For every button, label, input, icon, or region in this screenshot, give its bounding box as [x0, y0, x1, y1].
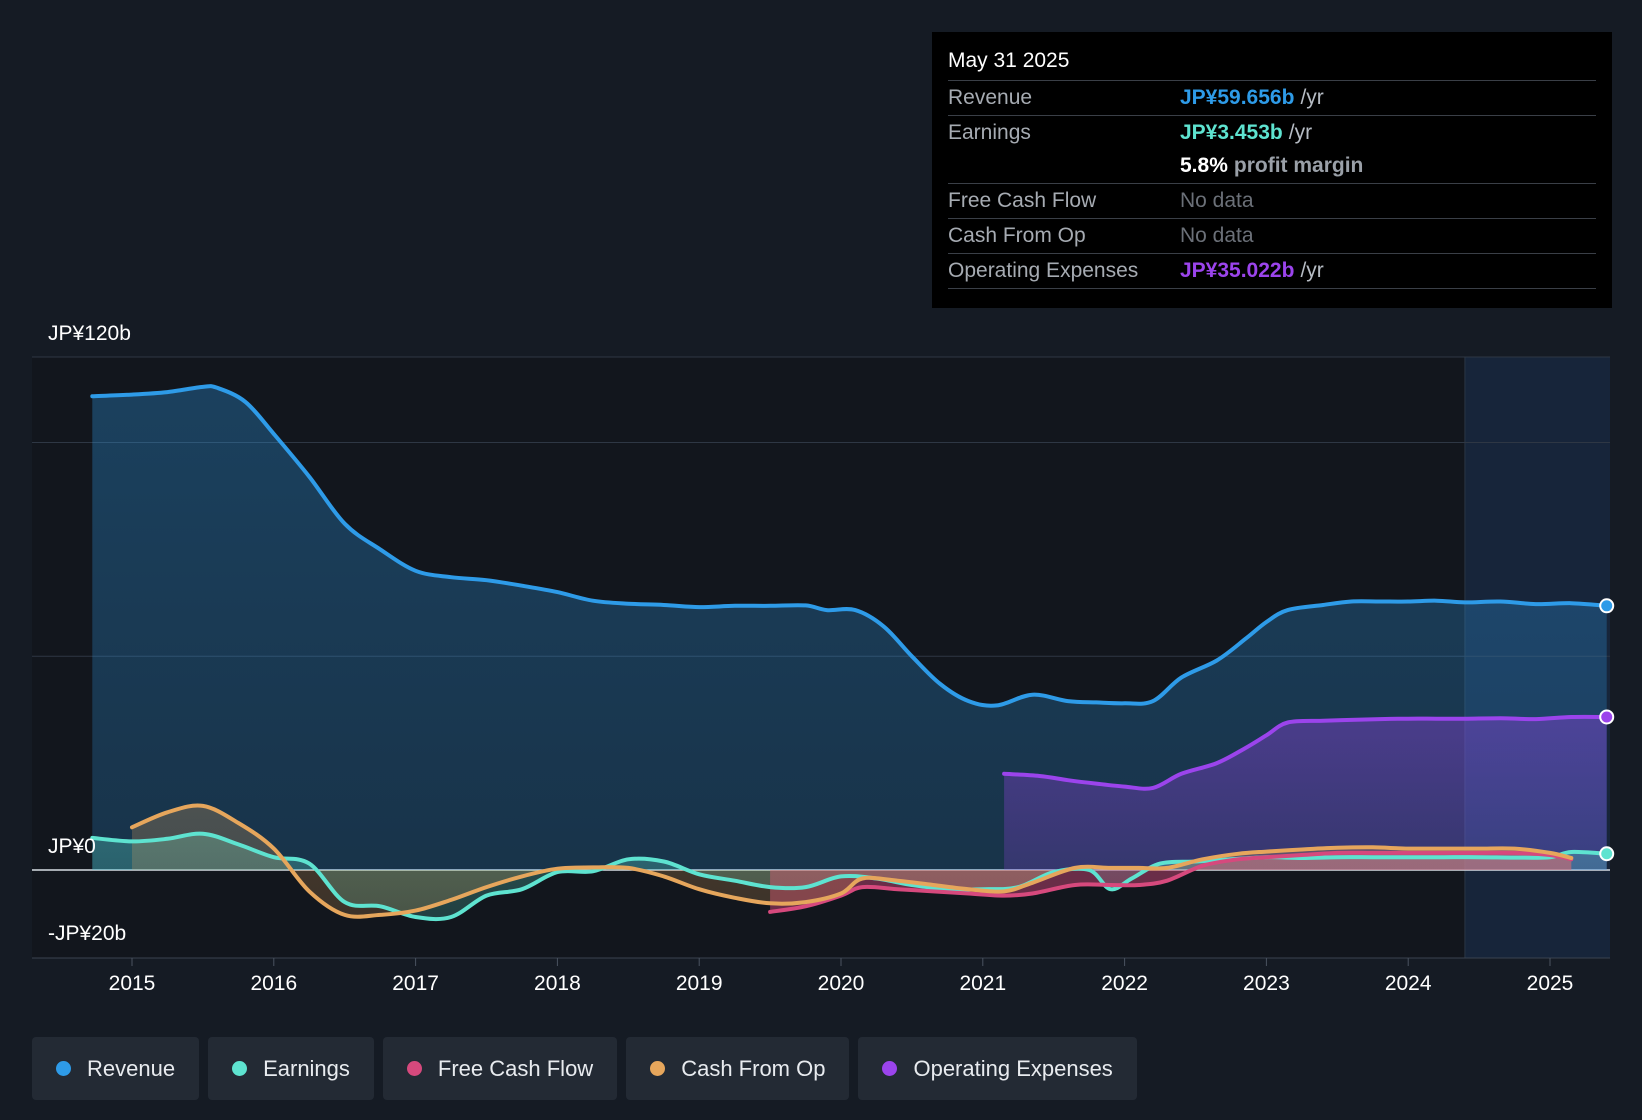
x-tick-label: 2015 — [109, 972, 156, 995]
operating-expenses-line — [1002, 714, 1609, 791]
operating-expenses-area — [1004, 716, 1607, 870]
tooltip-value: 5.8% — [1180, 154, 1228, 177]
legend-label: Cash From Op — [681, 1055, 826, 1081]
tooltip-label: Operating Expenses — [948, 259, 1139, 282]
y-axis-label: -JP¥20b — [48, 922, 126, 945]
tooltip-row-cash-from-op: Cash From Op No data — [948, 219, 1596, 254]
legend-item-free-cash-flow[interactable]: Free Cash Flow — [382, 1037, 618, 1100]
revenue-area — [92, 386, 1607, 870]
tooltip-label: Cash From Op — [948, 224, 1086, 247]
x-tick-label: 2023 — [1243, 972, 1290, 995]
y-axis-label: JP¥120b — [48, 322, 131, 345]
legend-label: Operating Expenses — [913, 1055, 1113, 1081]
tooltip-unit: /yr — [1300, 259, 1324, 282]
legend: Revenue Earnings Free Cash Flow Cash Fro… — [32, 1037, 1146, 1100]
tooltip-label: Free Cash Flow — [948, 189, 1097, 212]
x-tick-label: 2018 — [534, 972, 581, 995]
x-tick-label: 2016 — [250, 972, 297, 995]
tooltip-unit: /yr — [1300, 86, 1324, 109]
legend-label: Earnings — [263, 1055, 350, 1081]
x-tick-label: 2017 — [392, 972, 439, 995]
cash-from-op-area — [132, 805, 1572, 917]
tooltip-row-free-cash-flow: Free Cash Flow No data — [948, 184, 1596, 219]
x-tick-label: 2020 — [818, 972, 865, 995]
x-tick-label: 2025 — [1527, 972, 1574, 995]
tooltip-label: Revenue — [948, 86, 1033, 109]
x-tick-label: 2021 — [959, 972, 1006, 995]
tooltip-value: No data — [1180, 189, 1254, 212]
tooltip-row-profit-margin: 5.8% profit margin — [948, 149, 1596, 184]
x-tick-label: 2019 — [676, 972, 723, 995]
legend-item-earnings[interactable]: Earnings — [208, 1037, 374, 1100]
x-tick-label: 2022 — [1101, 972, 1148, 995]
earnings-end-marker — [1599, 846, 1615, 862]
y-axis-label: JP¥0 — [48, 835, 96, 858]
legend-dot-icon — [232, 1061, 248, 1076]
revenue-line — [90, 384, 1609, 708]
tooltip-row-earnings: Earnings JP¥3.453b /yr — [948, 116, 1596, 149]
legend-label: Revenue — [87, 1055, 176, 1081]
tooltip-row-operating-expenses: Operating Expenses JP¥35.022b /yr — [948, 254, 1596, 289]
tooltip-row-revenue: Revenue JP¥59.656b /yr — [948, 81, 1596, 116]
legend-item-operating-expenses[interactable]: Operating Expenses — [858, 1037, 1137, 1100]
legend-item-cash-from-op[interactable]: Cash From Op — [626, 1037, 850, 1100]
cash-from-op-line — [130, 803, 1574, 919]
tooltip-value: JP¥35.022b — [1180, 259, 1295, 282]
tooltip-unit: profit margin — [1233, 154, 1364, 177]
legend-label: Free Cash Flow — [437, 1055, 594, 1081]
tooltip-date: May 31 2025 — [948, 46, 1596, 81]
legend-dot-icon — [56, 1061, 71, 1076]
legend-dot-icon — [882, 1061, 898, 1076]
tooltip-value: No data — [1180, 224, 1254, 247]
tooltip-value: JP¥59.656b — [1180, 86, 1295, 109]
legend-dot-icon — [650, 1061, 666, 1076]
free-cash-flow-line — [768, 850, 1574, 914]
tooltip-label — [948, 149, 1180, 183]
tooltip-label: Earnings — [948, 121, 1031, 144]
legend-item-revenue[interactable]: Revenue — [32, 1037, 200, 1100]
tooltip: May 31 2025 Revenue JP¥59.656b /yr Earni… — [932, 32, 1612, 308]
legend-dot-icon — [406, 1061, 422, 1076]
operating-expenses-end-marker — [1599, 709, 1615, 725]
earnings-area — [92, 833, 1607, 920]
tooltip-unit: /yr — [1288, 121, 1313, 144]
revenue-end-marker — [1599, 598, 1615, 614]
x-tick-label: 2024 — [1385, 972, 1432, 995]
tooltip-value: JP¥3.453b — [1180, 121, 1283, 144]
